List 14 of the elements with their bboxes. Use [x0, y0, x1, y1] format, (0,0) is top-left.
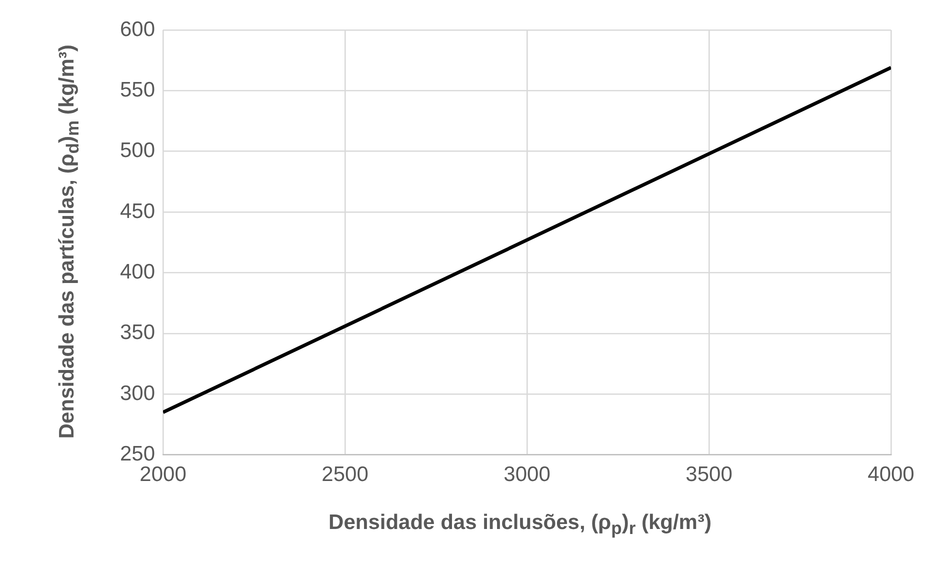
y-tick-label: 550 [120, 78, 156, 102]
x-tick-label: 3000 [504, 463, 550, 486]
y-tick-label: 400 [120, 260, 156, 284]
y-tick-label: 450 [120, 200, 156, 223]
x-tick-label: 2000 [140, 463, 186, 486]
y-tick-label: 250 [120, 442, 156, 466]
x-tick-label: 2500 [322, 463, 368, 486]
y-tick-label: 350 [120, 321, 156, 344]
x-axis-title: Densidade das inclusões, (ρ$_{p}$)$_{r}$ (kg/m³) [328, 511, 712, 540]
y-tick-label: 600 [120, 18, 156, 41]
x-tick-label: 4000 [868, 463, 914, 486]
y-tick-label: 300 [120, 382, 156, 405]
x-tick-label: 3500 [686, 463, 732, 486]
y-tick-label: 500 [120, 139, 156, 162]
